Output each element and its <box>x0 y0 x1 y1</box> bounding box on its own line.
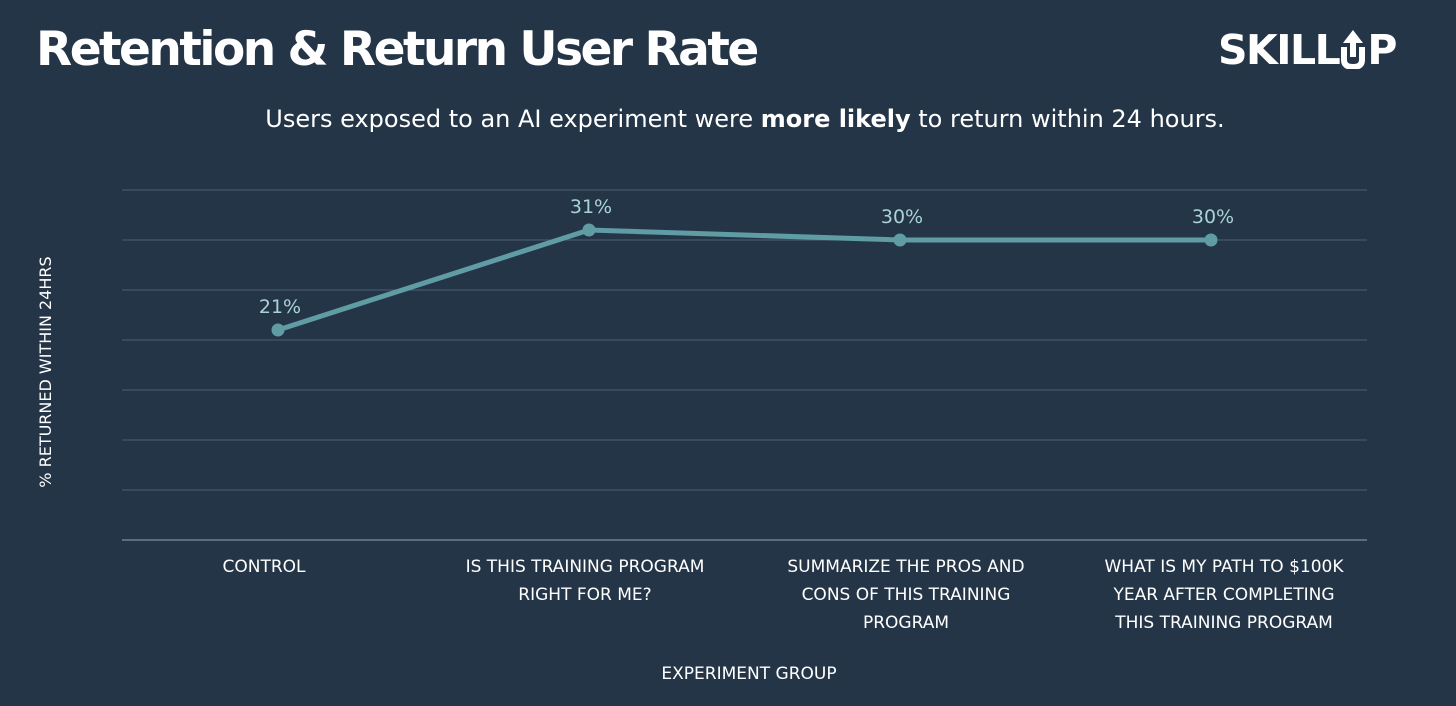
data-label-3: 30% <box>1192 206 1234 228</box>
subtitle-before: Users exposed to an AI experiment were <box>265 105 761 133</box>
chart-subtitle: Users exposed to an AI experiment were m… <box>0 102 1456 136</box>
x-category-line: THIS TRAINING PROGRAM <box>1115 613 1333 633</box>
data-label-0: 21% <box>259 296 301 318</box>
logo-text-right: P <box>1367 26 1397 74</box>
x-category-line: WHAT IS MY PATH TO $100K <box>1104 557 1344 577</box>
subtitle-after: to return within 24 hours. <box>910 105 1225 133</box>
y-axis-label: % RETURNED WITHIN 24HRS <box>36 256 55 488</box>
x-category-line: PROGRAM <box>862 613 950 633</box>
series-line-0 <box>275 227 1214 333</box>
data-point-0 <box>271 323 285 337</box>
x-category-line: IS THIS TRAINING PROGRAM <box>465 557 705 577</box>
x-category-label-2: SUMMARIZE THE PROS AND CONS OF THIS TRAIN… <box>756 553 1056 637</box>
x-axis-label: EXPERIMENT GROUP <box>661 664 837 684</box>
chart-title: Retention & Return User Rate <box>36 22 759 77</box>
data-point-1 <box>582 223 596 237</box>
data-point-2 <box>893 233 907 247</box>
x-category-label-0: CONTROL <box>114 553 414 581</box>
x-category-label-3: WHAT IS MY PATH TO $100K YEAR AFTER COMPL… <box>1074 553 1374 637</box>
x-category-line: YEAR AFTER COMPLETING <box>1113 585 1335 605</box>
x-category-line: CONTROL <box>222 557 306 577</box>
skillup-logo: SKILL P <box>1218 22 1424 78</box>
x-category-line: CONS OF THIS TRAINING <box>801 585 1011 605</box>
x-category-line: SUMMARIZE THE PROS AND <box>787 557 1025 577</box>
data-point-3 <box>1204 233 1218 247</box>
arrow-up-u-icon <box>1341 30 1366 69</box>
x-category-line: RIGHT FOR ME? <box>518 585 652 605</box>
logo-text-left: SKILL <box>1218 26 1341 74</box>
data-label-1: 31% <box>570 196 612 218</box>
x-category-label-1: IS THIS TRAINING PROGRAM RIGHT FOR ME? <box>435 553 735 609</box>
data-label-2: 30% <box>881 206 923 228</box>
subtitle-emphasis: more likely <box>760 105 911 133</box>
